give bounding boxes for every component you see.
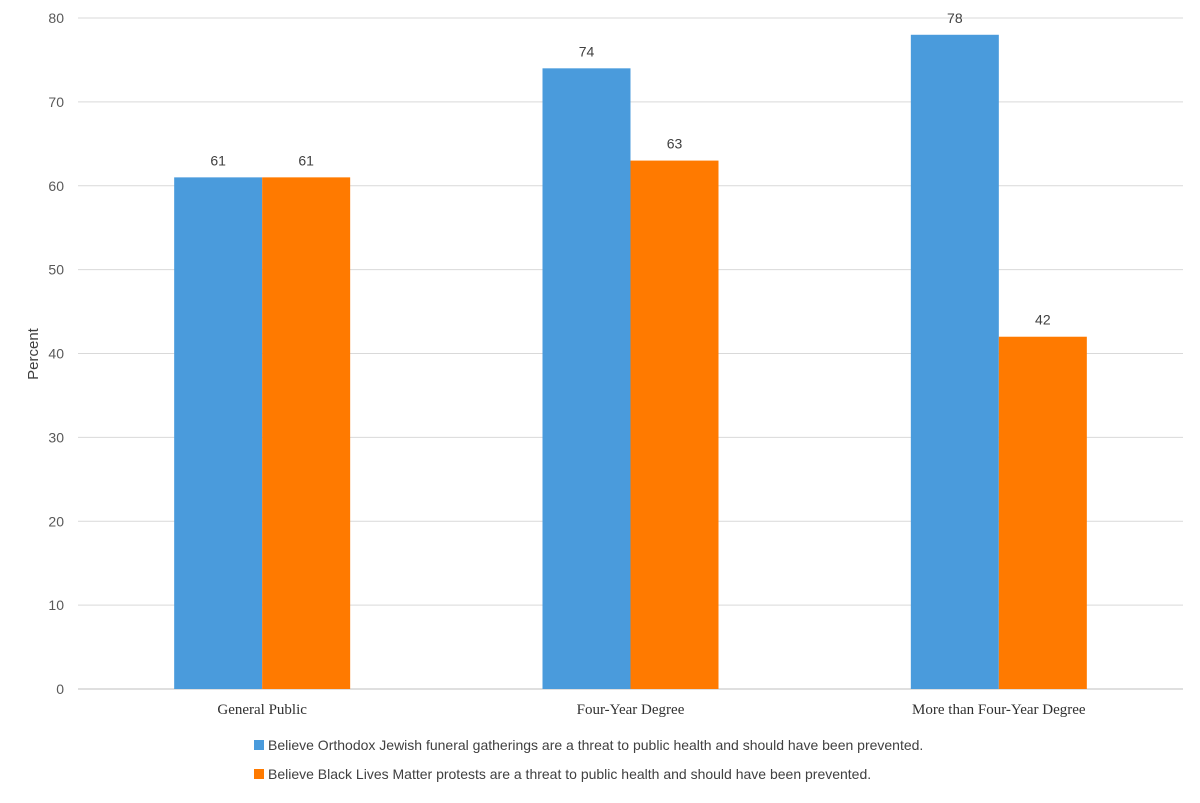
y-tick-label: 20: [48, 513, 64, 529]
x-axis-categories: General Public Four-Year Degree More than …: [217, 702, 1086, 718]
data-label: 63: [667, 136, 683, 152]
data-labels: 61 61 74 63 78 42: [210, 10, 1050, 328]
data-label: 42: [1035, 312, 1051, 328]
legend-label: Believe Orthodox Jewish funeral gatherin…: [268, 737, 923, 753]
legend: Believe Orthodox Jewish funeral gatherin…: [254, 737, 923, 782]
y-tick-label: 10: [48, 597, 64, 613]
bars: [174, 34, 1087, 690]
y-tick-label: 0: [56, 681, 64, 697]
y-tick-label: 80: [48, 10, 64, 26]
y-tick-label: 30: [48, 429, 64, 445]
y-axis-ticks: 0 10 20 30 40 50 60 70 80: [48, 10, 64, 697]
y-tick-label: 50: [48, 262, 64, 278]
x-category-label: Four-Year Degree: [577, 702, 685, 718]
x-category-label: General Public: [217, 702, 307, 718]
y-tick-label: 40: [48, 346, 64, 362]
data-label: 61: [298, 152, 314, 168]
y-tick-label: 60: [48, 178, 64, 194]
legend-swatch: [254, 740, 264, 750]
bar-blm-protests-1: [630, 160, 719, 689]
legend-label: Believe Black Lives Matter protests are …: [268, 766, 871, 782]
y-tick-label: 70: [48, 94, 64, 110]
x-category-label: More than Four-Year Degree: [912, 702, 1086, 718]
bar-blm-protests-2: [998, 336, 1087, 689]
data-label: 61: [210, 152, 226, 168]
bar-blm-protests-0: [262, 177, 351, 690]
y-axis-label: Percent: [25, 327, 42, 380]
data-label: 78: [947, 10, 963, 26]
bar-orthodox-funeral-2: [910, 34, 999, 689]
legend-swatch: [254, 769, 264, 779]
data-label: 74: [579, 43, 595, 59]
bar-orthodox-funeral-1: [542, 68, 631, 689]
bar-orthodox-funeral-0: [174, 177, 263, 690]
